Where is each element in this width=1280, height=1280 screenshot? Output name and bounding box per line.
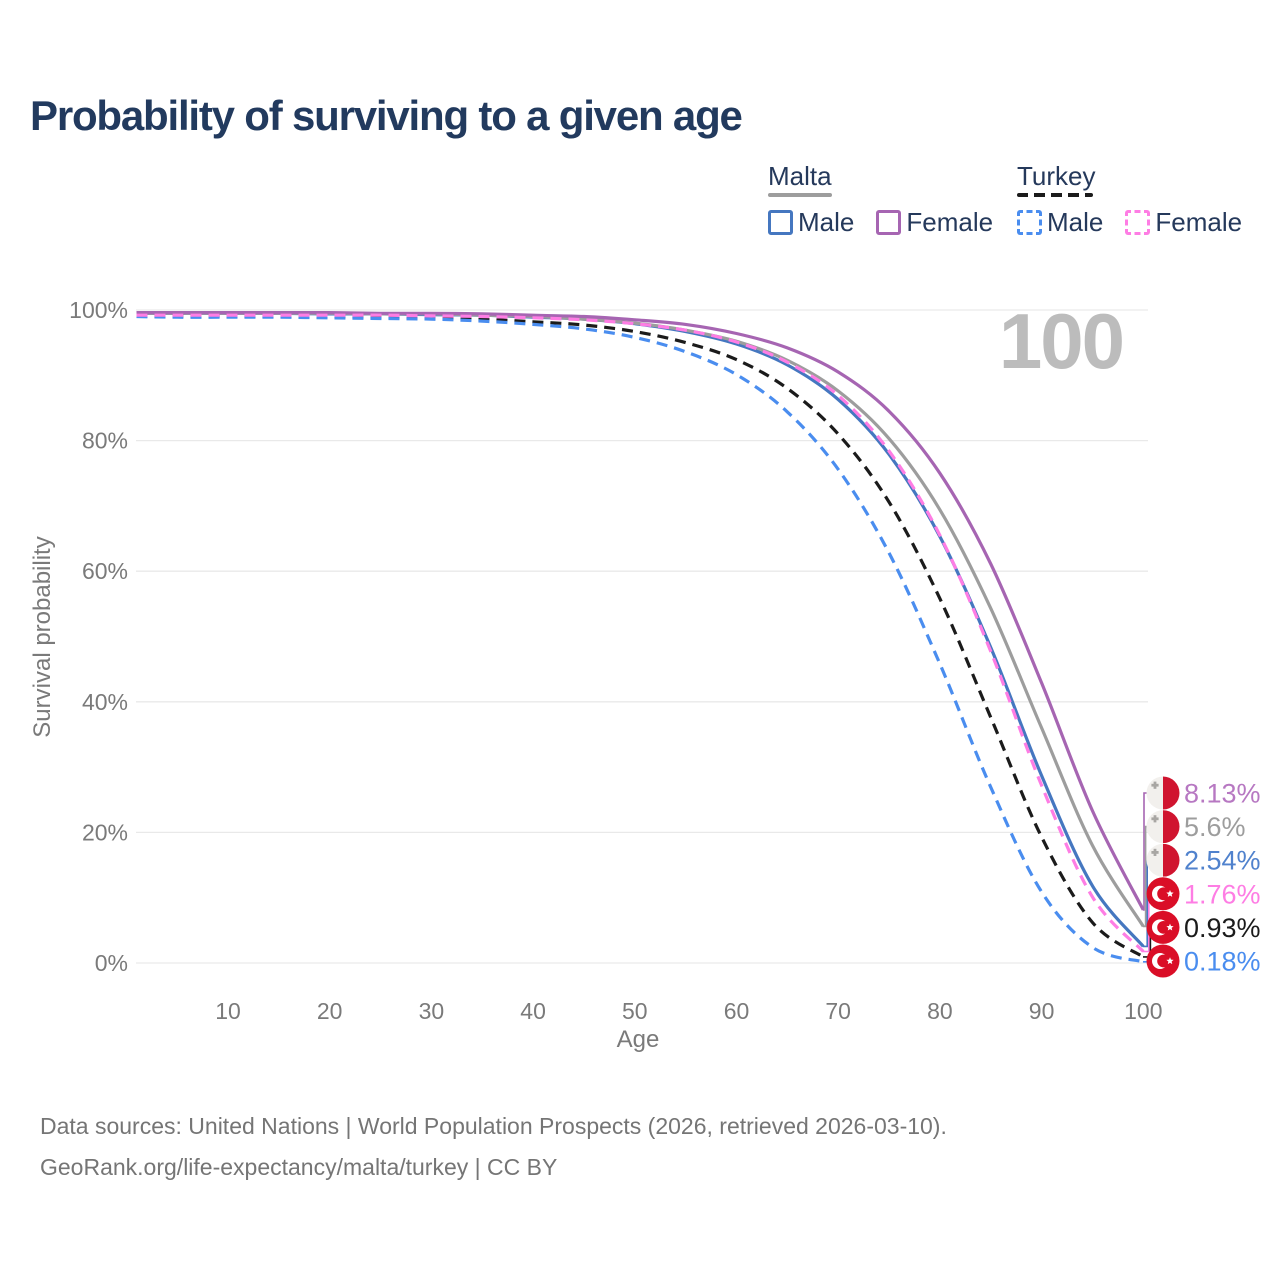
curve-malta-female [136,310,1145,911]
end-value-label: 2.54% [1184,846,1261,876]
curve-malta-male [136,311,1145,948]
turkey-flag-icon [1146,910,1180,944]
curve-malta [136,311,1145,928]
turkey-line-style-swatch [1017,193,1093,197]
legend-item-malta-male[interactable]: Male [768,207,854,238]
legend-item-turkey-male[interactable]: Male [1017,207,1103,238]
legend-label: Male [798,207,855,237]
x-tick-label: 90 [1029,998,1055,1024]
legend-group-malta: Malta Male Female [768,163,993,238]
data-sources-text: Data sources: United Nations | World Pop… [40,1113,947,1139]
legend-group-turkey: Turkey Male Female [1017,163,1242,238]
turkey-female-swatch-icon [1125,210,1151,235]
x-tick-label: 70 [825,998,851,1024]
turkey-flag-icon [1146,944,1180,978]
y-tick-label: 40% [82,689,128,715]
x-tick-label: 40 [520,998,546,1024]
curve-turkey [136,314,1145,959]
curve-turkey-female [136,313,1145,953]
malta-female-swatch-icon [876,210,902,235]
legend-label: Female [906,207,994,237]
x-tick-label: 50 [622,998,648,1024]
y-tick-label: 20% [82,819,128,845]
legend-label: Female [1155,207,1243,237]
chart-footer: Data sources: United Nations | World Pop… [40,1106,947,1188]
y-tick-label: 0% [95,950,128,976]
legend-label: Male [1047,207,1104,237]
y-tick-label: 60% [82,558,128,584]
end-value-label: 5.6% [1184,812,1246,842]
malta-flag-icon [1146,810,1180,844]
y-axis-title: Survival probability [29,536,56,737]
curve-turkey-male [136,314,1144,964]
end-value-label: 0.93% [1184,913,1261,943]
hovered-age-watermark: 100 [999,297,1123,385]
end-label-connector [1143,792,1147,911]
end-label-connector [1143,825,1147,928]
y-tick-label: 100% [69,297,128,323]
x-tick-label: 80 [927,998,953,1024]
end-value-label: 1.76% [1184,879,1261,909]
legend-item-malta-female[interactable]: Female [876,207,993,238]
x-tick-label: 30 [419,998,445,1024]
end-value-label: 0.18% [1184,947,1261,977]
legend-item-turkey-female[interactable]: Female [1125,207,1242,238]
x-axis-title: Age [617,1026,660,1053]
malta-flag-icon [1146,776,1180,810]
attribution-text: GeoRank.org/life-expectancy/malta/turkey… [40,1154,558,1180]
legend-group-title-malta: Malta [768,161,832,191]
turkey-male-swatch-icon [1017,210,1042,235]
malta-male-swatch-icon [768,210,793,235]
end-value-label: 8.13% [1184,779,1261,809]
malta-line-style-swatch [768,193,832,197]
turkey-flag-icon [1146,877,1180,911]
x-tick-label: 10 [215,998,241,1024]
legend-group-title-turkey: Turkey [1017,161,1096,191]
x-tick-label: 100 [1124,998,1162,1024]
x-tick-label: 60 [724,998,750,1024]
page-title: Probability of surviving to a given age [30,92,743,139]
y-tick-label: 80% [82,428,128,454]
x-tick-label: 20 [317,998,343,1024]
malta-flag-icon [1146,843,1180,877]
